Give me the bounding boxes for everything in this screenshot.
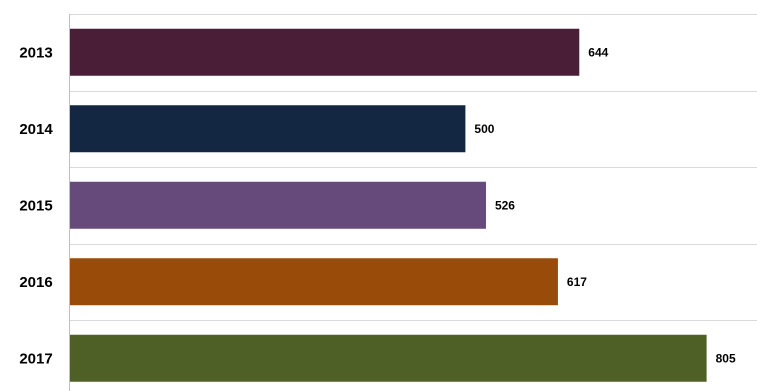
category-label-2017: 2017 xyxy=(19,350,52,367)
bar-2014 xyxy=(70,105,466,153)
bar-2015 xyxy=(70,181,486,229)
bars xyxy=(70,28,707,382)
value-label-2013: 644 xyxy=(588,45,608,59)
gridlines xyxy=(69,14,757,391)
labels: 2013 644 2014 500 2015 526 2016 617 2017 805 xyxy=(19,44,736,367)
value-label-2014: 500 xyxy=(474,122,494,136)
value-label-2016: 617 xyxy=(567,275,587,289)
category-label-2014: 2014 xyxy=(19,121,53,138)
category-label-2013: 2013 xyxy=(19,44,52,61)
bar-2016 xyxy=(70,258,558,306)
value-label-2015: 526 xyxy=(495,198,515,212)
category-label-2016: 2016 xyxy=(19,274,52,291)
value-label-2017: 805 xyxy=(716,351,736,365)
bar-2013 xyxy=(70,28,580,76)
bar-2017 xyxy=(70,334,707,382)
category-label-2015: 2015 xyxy=(19,197,52,214)
